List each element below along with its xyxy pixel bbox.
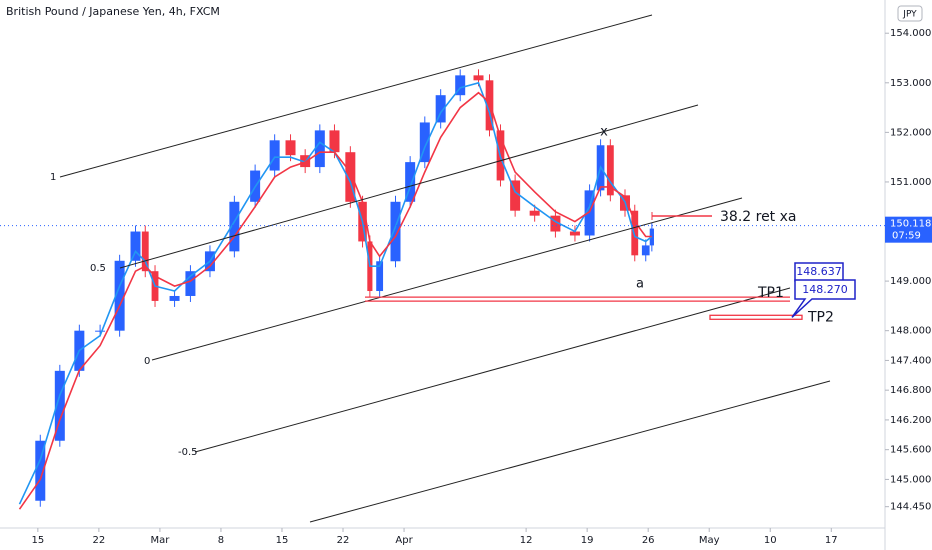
candle-body (169, 295, 180, 301)
x-tick-label: May (699, 535, 720, 546)
currency[interactable]: JPY (902, 10, 917, 20)
moving-average (18, 91, 652, 510)
chart-title: British Pound / Japanese Yen, 4h, FXCM (6, 5, 220, 18)
candle-body (435, 95, 446, 123)
y-tick-label: 152.000 (890, 127, 931, 138)
candle-body (130, 231, 141, 261)
target-zone (709, 314, 803, 320)
candle-body (631, 210, 639, 256)
fib-label: 0.5 (90, 263, 106, 274)
channel-line (59, 14, 653, 178)
candle-body (550, 215, 561, 232)
candle-body (510, 180, 521, 211)
target-label: TP1 (757, 285, 784, 301)
x-tick-label: 15 (276, 535, 289, 546)
retracement-label: 38.2 ret xa (720, 209, 797, 225)
last-price-label: 150.118 (890, 219, 931, 230)
candle-body (269, 140, 280, 171)
fib-label: 1 (50, 172, 56, 183)
candle-body (569, 231, 580, 236)
candle-body (345, 152, 356, 202)
candle-body (185, 271, 196, 296)
y-tick-label: 153.000 (890, 78, 931, 89)
callout-label: 148.637 (796, 265, 842, 278)
x-tick-label: 10 (764, 535, 777, 546)
last-price-box (885, 216, 932, 243)
wave-label: x (600, 125, 608, 140)
candle-body (584, 190, 595, 236)
candle-body (606, 145, 614, 196)
candle-body (390, 201, 401, 262)
candle-body (419, 122, 430, 163)
moving-average (18, 81, 653, 505)
fib-label: 0 (144, 356, 150, 367)
callout (791, 279, 856, 318)
candle-body (35, 440, 46, 501)
candle-body (95, 330, 106, 332)
fib-label: -0.5 (178, 447, 198, 458)
channel-line (119, 104, 699, 269)
candle-body (314, 130, 325, 168)
candle-body (485, 80, 494, 131)
y-tick-label: 148.000 (890, 326, 931, 337)
candle-body (141, 231, 149, 272)
countdown: 07:59 (892, 231, 921, 242)
x-tick-label: 22 (93, 535, 106, 546)
drawings: 38.2 ret xa 1 0.5 0 -0.5 x a (50, 14, 831, 523)
x-tick-label: 22 (337, 535, 350, 546)
x-tick-label: 12 (520, 535, 533, 546)
candle-body (329, 130, 340, 153)
y-tick-label: 147.400 (890, 355, 931, 366)
y-tick-label: 145.000 (890, 474, 931, 485)
candle-body (473, 75, 484, 81)
candle-body (54, 370, 65, 441)
candle-body (405, 162, 416, 202)
candle-body (455, 75, 466, 96)
wave-label: a (636, 277, 644, 292)
target-label: TP2 (807, 309, 834, 325)
y-tick-label: 146.200 (890, 415, 931, 426)
callout-label: 148.270 (802, 283, 848, 296)
x-tick-label: 19 (581, 535, 594, 546)
candle-body (529, 210, 540, 216)
y-tick-label: 149.000 (890, 276, 931, 287)
x-tick-label: 17 (825, 535, 838, 546)
candle-body (229, 201, 240, 252)
y-tick-label: 145.600 (890, 445, 931, 456)
x-tick-label: Apr (395, 535, 413, 546)
y-tick-label: 146.800 (890, 385, 931, 396)
currency-button[interactable] (897, 5, 923, 22)
channel-line (309, 380, 831, 523)
candle-body (114, 260, 125, 331)
x-tick-label: 15 (31, 535, 44, 546)
candle-body (641, 245, 650, 256)
channel-line (151, 197, 743, 361)
y-tick-label: 151.000 (890, 177, 931, 188)
y-tick-label: 144.450 (890, 502, 931, 513)
candle-body (285, 140, 296, 156)
x-tick-label: 8 (218, 535, 224, 546)
y-tick-label: 154.000 (890, 28, 931, 39)
x-tick-label: 26 (642, 535, 655, 546)
plot (18, 69, 654, 510)
candle-body (376, 261, 384, 292)
channel-line (194, 287, 791, 453)
x-tick-label: Mar (150, 535, 170, 546)
